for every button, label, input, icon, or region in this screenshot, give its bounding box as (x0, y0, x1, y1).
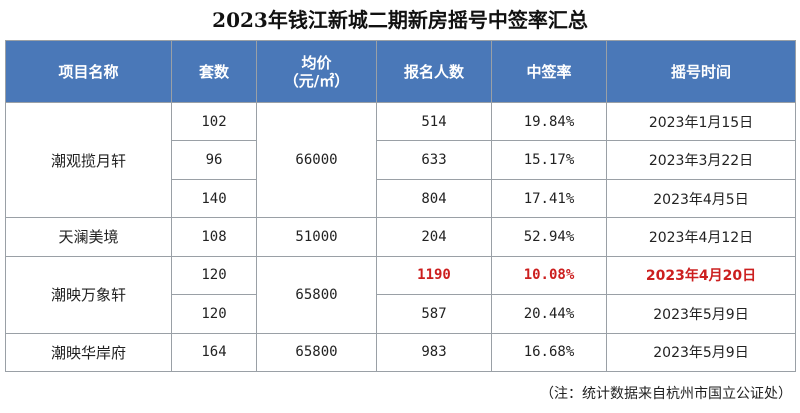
date-cell: 2023年5月9日 (606, 332, 796, 373)
price-cell: 66000 (256, 101, 377, 219)
price-cell: 65800 (256, 332, 377, 373)
applicants-cell: 204 (376, 217, 492, 257)
applicants-cell: 983 (376, 332, 492, 373)
project-name: 潮观揽月轩 (5, 101, 172, 219)
header-project: 项目名称 (5, 40, 172, 103)
price-cell: 65800 (256, 255, 377, 334)
source-note: （注：统计数据来自杭州市国立公证处） (540, 386, 792, 402)
table-row: 天澜美境 108 51000 204 52.94% 2023年4月12日 (5, 217, 796, 257)
header-price: 均价 （元/㎡） (256, 40, 377, 103)
rate-cell: 52.94% (491, 217, 607, 257)
units-cell: 108 (171, 217, 257, 257)
applicants-cell-highlight: 1190 (376, 255, 492, 296)
project-name: 天澜美境 (5, 217, 172, 257)
header-price-line1: 均价 (301, 53, 332, 72)
date-cell: 2023年4月12日 (606, 217, 796, 257)
header-lottery-date: 摇号时间 (606, 40, 796, 103)
project-name: 潮映华岸府 (5, 332, 172, 373)
date-cell: 2023年4月5日 (606, 178, 796, 219)
rate-cell: 15.17% (491, 140, 607, 180)
table-row: 140 804 17.41% 2023年4月5日 (6, 178, 796, 219)
rate-cell: 20.44% (491, 294, 607, 334)
price-cell: 51000 (256, 217, 377, 257)
date-cell: 2023年1月15日 (606, 101, 796, 142)
rate-cell: 16.68% (491, 332, 607, 373)
applicants-cell: 633 (376, 140, 492, 180)
rate-cell: 17.41% (491, 178, 607, 219)
lottery-table: 项目名称 套数 均价 （元/㎡） 报名人数 中签率 摇号时间 潮观揽月轩 102… (5, 40, 796, 373)
applicants-cell: 804 (376, 178, 492, 219)
project-name: 潮映万象轩 (5, 255, 172, 334)
header-price-line2: （元/㎡） (283, 71, 350, 90)
header-rate: 中签率 (491, 40, 607, 103)
units-cell: 164 (171, 332, 257, 373)
rate-cell-highlight: 10.08% (491, 255, 607, 296)
header-applicants: 报名人数 (376, 40, 492, 103)
page-title: 2023年钱江新城二期新房摇号中签率汇总 (212, 8, 588, 32)
date-cell-highlight: 2023年4月20日 (606, 255, 796, 296)
table-row: 96 633 15.17% 2023年3月22日 (6, 140, 796, 180)
units-cell: 120 (171, 255, 257, 296)
rate-cell: 19.84% (491, 101, 607, 142)
date-cell: 2023年3月22日 (606, 140, 796, 180)
table-row: 潮映万象轩 120 65800 1190 10.08% 2023年4月20日 (5, 255, 796, 334)
applicants-cell: 514 (376, 101, 492, 142)
units-cell: 120 (171, 294, 257, 334)
units-cell: 140 (171, 178, 257, 219)
applicants-cell: 587 (376, 294, 492, 334)
header-units: 套数 (171, 40, 257, 103)
header-row: 项目名称 套数 均价 （元/㎡） 报名人数 中签率 摇号时间 (5, 40, 796, 103)
date-cell: 2023年5月9日 (606, 294, 796, 334)
table-row: 潮映华岸府 164 65800 983 16.68% 2023年5月9日 (5, 332, 796, 373)
units-cell: 96 (171, 140, 257, 180)
table-row: 潮观揽月轩 102 66000 514 19.84% 2023年1月15日 (5, 101, 796, 219)
table-row: 120 587 20.44% 2023年5月9日 (6, 294, 796, 334)
units-cell: 102 (171, 101, 257, 142)
